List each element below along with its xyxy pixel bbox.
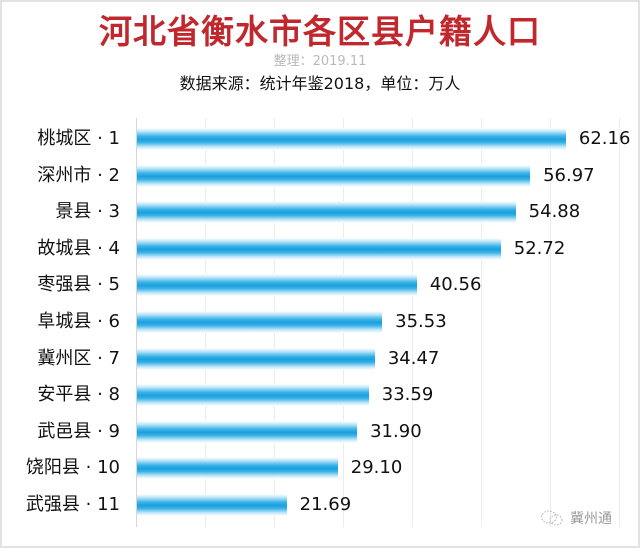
bar-row: 31.90 [136, 420, 626, 444]
watermark: 冀州通 [540, 508, 612, 528]
bar [137, 311, 383, 333]
value-label: 54.88 [528, 201, 581, 223]
bar [137, 494, 287, 516]
chart-subtitle: 整理：2019.11 [273, 54, 367, 69]
bar [137, 420, 358, 443]
watermark-text: 冀州通 [570, 511, 612, 527]
bar [137, 201, 516, 224]
y-axis-line [136, 118, 137, 527]
data-source-note: 数据来源：统计年鉴2018，单位：万人 [179, 74, 461, 93]
value-label: 35.53 [395, 311, 447, 332]
gridline [481, 118, 482, 527]
gridline [619, 118, 620, 527]
gridline [550, 118, 551, 527]
value-label: 56.97 [543, 164, 595, 186]
bar-row: 33.59 [136, 383, 626, 407]
bar-row: 34.47 [136, 347, 626, 371]
chart-title: 河北省衡水市各区县户籍人口 [99, 12, 541, 51]
value-label: 62.16 [578, 128, 631, 149]
category-label: 深州市 · 2 [37, 164, 120, 186]
bar-row: 40.56 [136, 273, 626, 297]
bar [137, 347, 375, 370]
category-label: 冀州区 · 7 [37, 347, 120, 369]
bar-row: 62.16 [136, 127, 630, 151]
value-label: 34.47 [387, 347, 440, 369]
plot-area: 62.16 56.97 54.88 52.72 40.56 35.53 34.47 33.59… [136, 118, 630, 527]
value-label: 21.69 [299, 494, 352, 515]
category-label: 阜城县 · 6 [37, 311, 120, 332]
bar-row: 56.97 [136, 164, 626, 188]
category-label: 桃城区 · 1 [37, 128, 120, 149]
category-label: 景县 · 3 [55, 201, 120, 223]
bar-row: 35.53 [136, 310, 626, 334]
bar-row: 54.88 [136, 200, 626, 224]
gridline [412, 118, 413, 527]
bar [137, 274, 417, 297]
value-label: 40.56 [429, 274, 482, 296]
bar [137, 384, 369, 407]
value-label: 52.72 [513, 237, 566, 259]
bar-row: 52.72 [136, 237, 626, 261]
value-label: 29.10 [350, 457, 403, 479]
wechat-icon [541, 510, 563, 526]
bar [137, 164, 531, 187]
category-label: 枣强县 · 5 [37, 274, 120, 296]
value-label: 33.59 [381, 384, 434, 406]
value-label: 31.90 [370, 420, 422, 442]
bar-row: 21.69 [136, 493, 626, 517]
bar-row: 29.10 [136, 456, 626, 480]
category-label: 故城县 · 4 [37, 237, 120, 259]
bar [137, 128, 566, 150]
category-label: 饶阳县 · 10 [25, 457, 120, 479]
category-label: 安平县 · 8 [37, 384, 120, 406]
category-label: 武邑县 · 9 [37, 420, 120, 442]
bar [137, 457, 338, 480]
bar [137, 237, 501, 260]
category-label: 武强县 · 11 [25, 494, 120, 515]
